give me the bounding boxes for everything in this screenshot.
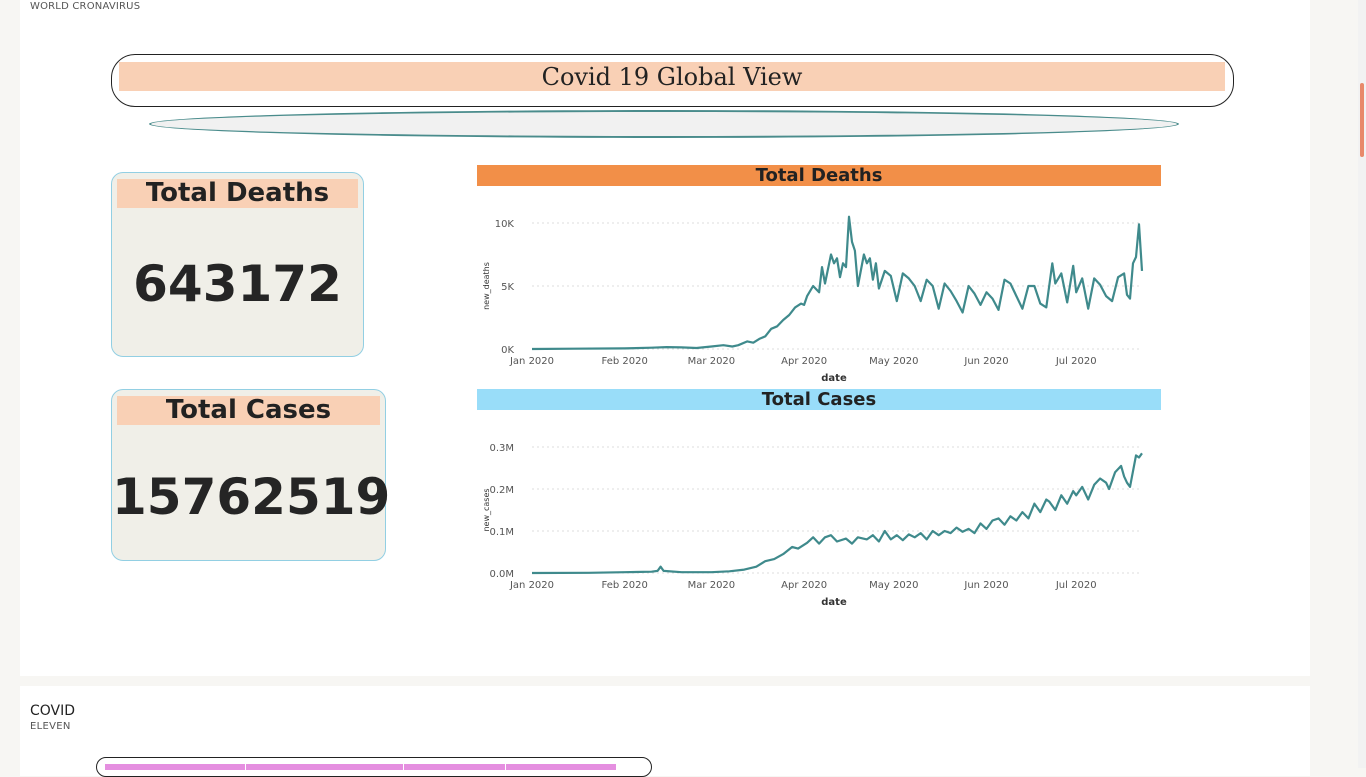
x-tick-label: Apr 2020 xyxy=(781,356,827,367)
total-cases-label: Total Cases xyxy=(117,396,380,425)
decorative-ellipse xyxy=(149,110,1179,138)
total-deaths-value: 643172 xyxy=(133,255,342,313)
x-tick-label: May 2020 xyxy=(869,356,918,367)
table-header-strip xyxy=(105,764,616,770)
scrollbar-thumb[interactable] xyxy=(1360,83,1364,157)
y-tick-label: 0.2M xyxy=(489,485,514,496)
scrollbar-track[interactable] xyxy=(1358,0,1366,768)
y-axis-label: new_deaths xyxy=(482,262,491,310)
x-tick-label: Feb 2020 xyxy=(602,356,648,367)
second-page-subtitle: ELEVEN xyxy=(30,721,71,732)
second-report-page xyxy=(20,686,1310,776)
second-page-title: COVID xyxy=(30,703,76,719)
x-tick-label: Jun 2020 xyxy=(963,580,1008,591)
x-tick-label: Jan 2020 xyxy=(509,356,554,367)
x-tick-label: Jun 2020 xyxy=(963,356,1008,367)
total-cases-value: 15762519 xyxy=(112,468,391,526)
y-axis-label: new_cases xyxy=(482,488,491,531)
total-deaths-card[interactable]: Total Deaths 643172 xyxy=(111,172,364,357)
x-tick-label: Jul 2020 xyxy=(1055,580,1097,591)
y-tick-label: 10K xyxy=(495,219,515,230)
deaths-chart-title: Total Deaths xyxy=(477,165,1161,186)
x-tick-label: Mar 2020 xyxy=(688,356,736,367)
y-tick-label: 0.0M xyxy=(489,569,514,580)
total-deaths-label: Total Deaths xyxy=(117,179,358,208)
x-axis-label: date xyxy=(821,373,847,384)
x-tick-label: Mar 2020 xyxy=(688,580,736,591)
series-line[interactable] xyxy=(531,452,1143,575)
x-tick-label: Jan 2020 xyxy=(509,580,554,591)
report-title: Covid 19 Global View xyxy=(119,62,1225,91)
x-tick-label: Apr 2020 xyxy=(781,580,827,591)
x-tick-label: Jul 2020 xyxy=(1055,356,1097,367)
cases-line-chart[interactable]: 0.0M 0.1M 0.2M 0.3M Jan 2020 Feb 2020 Mar 2020… xyxy=(477,414,1161,614)
y-tick-label: 5K xyxy=(501,282,514,293)
total-cases-card[interactable]: Total Cases 15762519 xyxy=(111,389,391,561)
series-line[interactable] xyxy=(531,215,1144,351)
x-tick-label: Feb 2020 xyxy=(602,580,648,591)
cases-chart-title: Total Cases xyxy=(477,389,1161,410)
x-axis-label: date xyxy=(821,597,847,608)
y-tick-label: 0.3M xyxy=(489,443,514,454)
x-tick-label: May 2020 xyxy=(869,580,918,591)
y-tick-label: 0K xyxy=(501,345,514,356)
y-tick-label: 0.1M xyxy=(489,527,514,538)
deaths-line-chart[interactable]: 0K 5K 10K Jan 2020 Feb 2020 Mar 2020 Apr 2020 M… xyxy=(477,190,1161,390)
page-label: WORLD CRONAVIRUS xyxy=(30,1,141,12)
